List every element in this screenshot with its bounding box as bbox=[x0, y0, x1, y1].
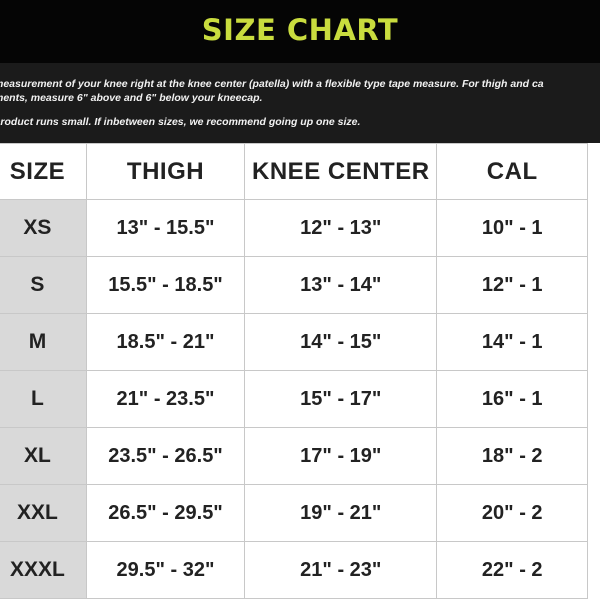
knee-center-range: 15" - 17" bbox=[244, 370, 438, 428]
sizing-note: product runs small. If inbetween sizes, … bbox=[0, 116, 361, 128]
calf-range: 16" - 1 bbox=[436, 370, 588, 428]
knee-center-range: 12" - 13" bbox=[244, 199, 438, 257]
size-label: M bbox=[0, 313, 87, 371]
calf-range: 14" - 1 bbox=[436, 313, 588, 371]
size-label: XXXL bbox=[0, 541, 87, 599]
size-label: XL bbox=[0, 427, 87, 485]
thigh-range: 21" - 23.5" bbox=[85, 370, 246, 428]
calf-range: 20" - 2 bbox=[436, 484, 588, 542]
instruction-line: ments, measure 6" above and 6" below you… bbox=[0, 92, 263, 104]
knee-center-range: 14" - 15" bbox=[244, 313, 438, 371]
column-header-knee-center: KNEE CENTER bbox=[244, 143, 438, 200]
measurement-instructions: measurement of your knee right at the kn… bbox=[0, 63, 600, 143]
knee-center-range: 17" - 19" bbox=[244, 427, 438, 485]
calf-range: 18" - 2 bbox=[436, 427, 588, 485]
column-header-calf: CAL bbox=[436, 143, 588, 200]
calf-range: 12" - 1 bbox=[436, 256, 588, 314]
table-row: XXL 26.5" - 29.5" 19" - 21" 20" - 2 bbox=[0, 484, 588, 542]
table-row: L 21" - 23.5" 15" - 17" 16" - 1 bbox=[0, 370, 588, 428]
thigh-range: 13" - 15.5" bbox=[85, 199, 246, 257]
size-label: XXL bbox=[0, 484, 87, 542]
thigh-range: 26.5" - 29.5" bbox=[85, 484, 246, 542]
knee-center-range: 21" - 23" bbox=[244, 541, 438, 599]
size-label: XS bbox=[0, 199, 87, 257]
table-row: M 18.5" - 21" 14" - 15" 14" - 1 bbox=[0, 313, 588, 371]
table-row: XXXL 29.5" - 32" 21" - 23" 22" - 2 bbox=[0, 541, 588, 599]
table-row: XL 23.5" - 26.5" 17" - 19" 18" - 2 bbox=[0, 427, 588, 485]
thigh-range: 29.5" - 32" bbox=[85, 541, 246, 599]
calf-range: 22" - 2 bbox=[436, 541, 588, 599]
table-row: S 15.5" - 18.5" 13" - 14" 12" - 1 bbox=[0, 256, 588, 314]
column-header-thigh: THIGH bbox=[85, 143, 246, 200]
thigh-range: 18.5" - 21" bbox=[85, 313, 246, 371]
column-header-size: SIZE bbox=[0, 143, 87, 200]
calf-range: 10" - 1 bbox=[436, 199, 588, 257]
size-label: S bbox=[0, 256, 87, 314]
size-label: L bbox=[0, 370, 87, 428]
instruction-line: measurement of your knee right at the kn… bbox=[0, 78, 544, 90]
title-banner: SIZE CHART bbox=[0, 0, 600, 63]
thigh-range: 23.5" - 26.5" bbox=[85, 427, 246, 485]
table-header-row: SIZE THIGH KNEE CENTER CAL bbox=[0, 143, 588, 200]
size-table: SIZE THIGH KNEE CENTER CAL XS 13" - 15.5… bbox=[0, 143, 588, 599]
knee-center-range: 13" - 14" bbox=[244, 256, 438, 314]
thigh-range: 15.5" - 18.5" bbox=[85, 256, 246, 314]
knee-center-range: 19" - 21" bbox=[244, 484, 438, 542]
page-title: SIZE CHART bbox=[201, 12, 399, 47]
table-row: XS 13" - 15.5" 12" - 13" 10" - 1 bbox=[0, 199, 588, 257]
